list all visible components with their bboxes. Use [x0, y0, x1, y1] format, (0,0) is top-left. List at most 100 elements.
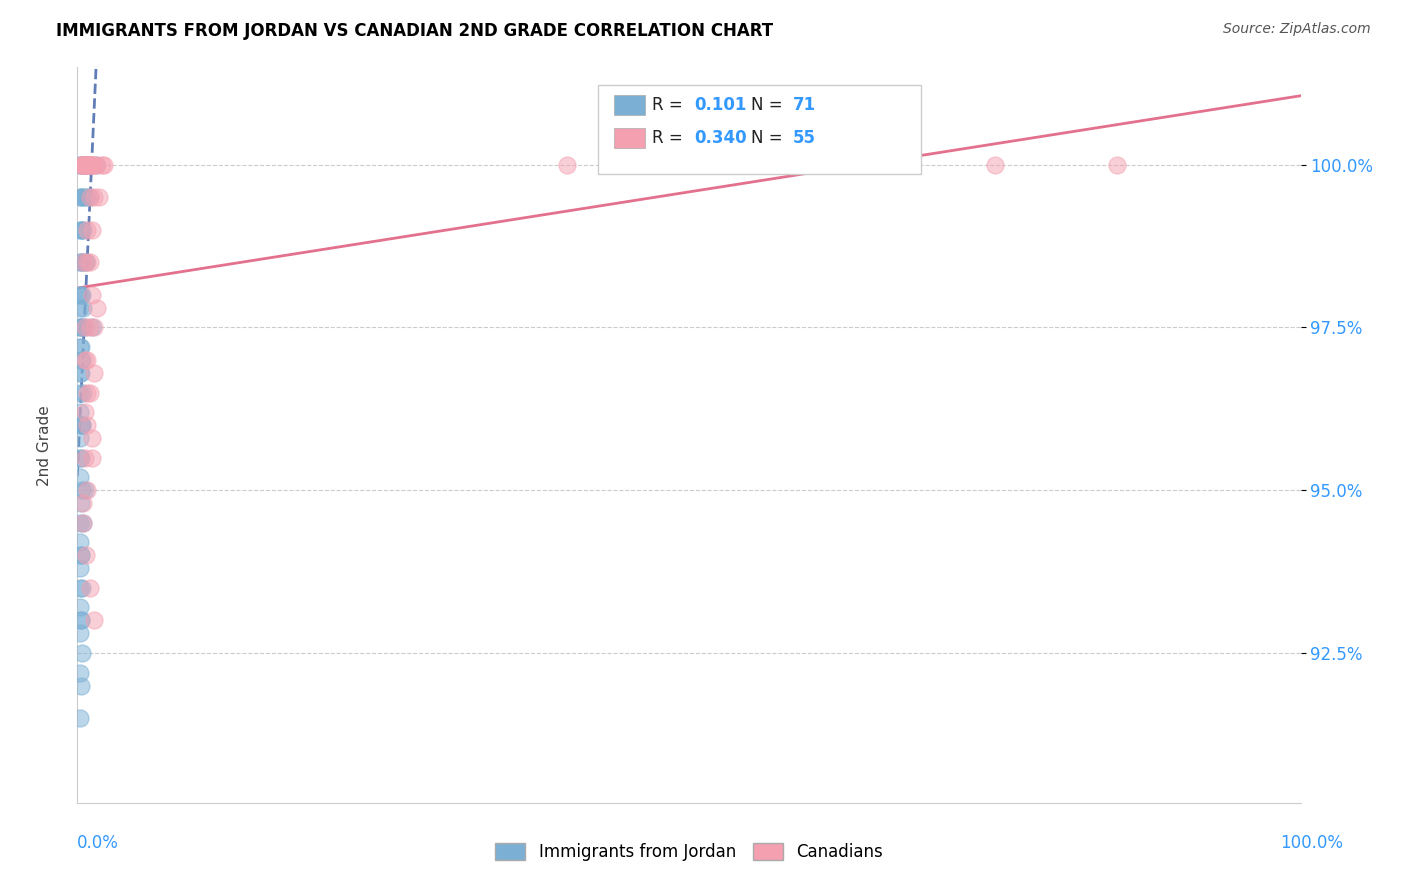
- Point: [80, 450, 103, 465]
- Point: [73, 353, 96, 368]
- Point: [70, 366, 93, 380]
- Text: IMMIGRANTS FROM JORDAN VS CANADIAN 2ND GRADE CORRELATION CHART: IMMIGRANTS FROM JORDAN VS CANADIAN 2ND G…: [56, 22, 773, 40]
- Text: 55: 55: [793, 129, 815, 147]
- Text: R =: R =: [652, 129, 689, 147]
- Text: N =: N =: [751, 129, 787, 147]
- Point: [73, 320, 96, 334]
- Point: [76, 158, 98, 172]
- Point: [79, 581, 101, 595]
- Text: 0.101: 0.101: [695, 96, 747, 114]
- Point: [80, 288, 103, 302]
- Point: [75, 158, 97, 172]
- Point: [86, 301, 108, 315]
- Point: [79, 255, 101, 269]
- Point: [76, 255, 98, 269]
- Point: [73, 405, 96, 419]
- Point: [73, 483, 96, 498]
- Point: [69, 516, 91, 530]
- Point: [80, 223, 103, 237]
- Point: [76, 223, 98, 237]
- Point: [72, 255, 94, 269]
- Point: [70, 320, 93, 334]
- Point: [69, 535, 91, 549]
- Point: [70, 549, 93, 563]
- Point: [72, 158, 94, 172]
- Point: [80, 431, 103, 445]
- Point: [69, 626, 91, 640]
- Point: [69, 405, 91, 419]
- Point: [555, 158, 578, 172]
- Text: N =: N =: [751, 96, 787, 114]
- Point: [90, 158, 112, 172]
- Point: [70, 288, 93, 302]
- Point: [70, 340, 93, 354]
- Point: [70, 190, 93, 204]
- Point: [80, 158, 103, 172]
- Point: [70, 223, 93, 237]
- Point: [83, 158, 105, 172]
- Point: [79, 158, 101, 172]
- Point: [69, 711, 91, 725]
- Text: 0.0%: 0.0%: [77, 834, 120, 852]
- Point: [70, 288, 93, 302]
- Text: 71: 71: [793, 96, 815, 114]
- Point: [70, 549, 93, 563]
- Point: [83, 320, 105, 334]
- Point: [740, 158, 762, 172]
- Point: [83, 614, 105, 628]
- Point: [73, 158, 96, 172]
- Point: [80, 158, 103, 172]
- Point: [73, 320, 96, 334]
- Point: [984, 158, 1007, 172]
- Point: [70, 190, 93, 204]
- Point: [79, 190, 101, 204]
- Point: [80, 320, 103, 334]
- Point: [72, 516, 94, 530]
- Point: [83, 190, 105, 204]
- Text: 100.0%: 100.0%: [1279, 834, 1343, 852]
- Text: 0.340: 0.340: [695, 129, 747, 147]
- Point: [72, 301, 94, 315]
- Point: [70, 158, 93, 172]
- Point: [70, 614, 93, 628]
- Point: [80, 158, 103, 172]
- Text: R =: R =: [652, 96, 689, 114]
- Legend: Immigrants from Jordan, Canadians: Immigrants from Jordan, Canadians: [489, 837, 889, 868]
- Point: [93, 158, 115, 172]
- Point: [76, 483, 98, 498]
- Point: [70, 581, 93, 595]
- Point: [69, 450, 91, 465]
- Point: [69, 301, 91, 315]
- Point: [76, 353, 98, 368]
- Point: [70, 418, 93, 433]
- Point: [70, 679, 93, 693]
- Point: [77, 158, 100, 172]
- Point: [69, 288, 91, 302]
- Point: [73, 158, 96, 172]
- Point: [70, 255, 93, 269]
- Point: [70, 646, 93, 660]
- Point: [70, 158, 93, 172]
- Point: [86, 158, 108, 172]
- Point: [69, 665, 91, 680]
- Point: [75, 549, 97, 563]
- Point: [84, 158, 107, 172]
- Point: [678, 158, 700, 172]
- Point: [70, 496, 93, 510]
- Point: [70, 614, 93, 628]
- Point: [72, 496, 94, 510]
- Point: [69, 190, 91, 204]
- Point: [69, 561, 91, 575]
- Point: [72, 385, 94, 400]
- Point: [83, 366, 105, 380]
- Point: [73, 255, 96, 269]
- Point: [800, 158, 823, 172]
- Point: [69, 320, 91, 334]
- Point: [69, 431, 91, 445]
- Point: [69, 600, 91, 615]
- Point: [76, 158, 98, 172]
- Point: [76, 158, 98, 172]
- Point: [70, 158, 93, 172]
- Point: [69, 581, 91, 595]
- Point: [79, 320, 101, 334]
